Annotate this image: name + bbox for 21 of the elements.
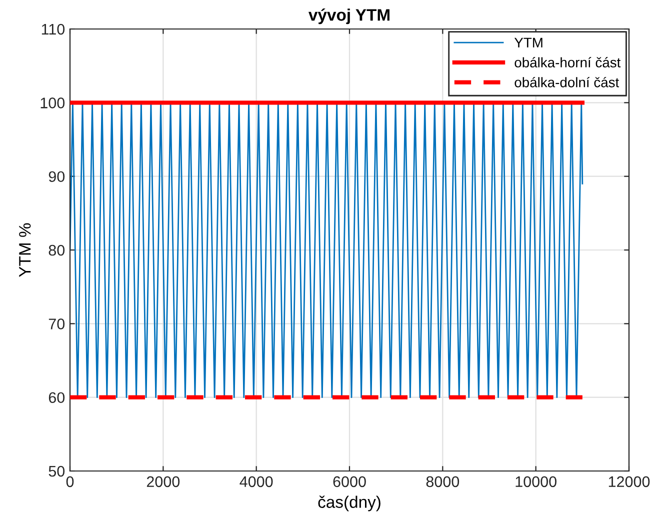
x-axis-title: čas(dny): [318, 496, 380, 512]
x-tick-label: 2000: [146, 476, 180, 488]
y-tick-label: 70: [48, 318, 65, 330]
y-tick-label: 60: [48, 392, 65, 404]
x-tick-label: 8000: [426, 476, 460, 488]
y-tick-label: 110: [42, 24, 65, 35]
y-tick-label: 100: [40, 98, 65, 108]
y-axis-title: YTM %: [19, 223, 31, 277]
y-tick-label: 90: [48, 171, 65, 182]
legend-label: YTM: [514, 38, 542, 48]
y-tick-label: 50: [48, 466, 65, 477]
x-tick-label: 6000: [333, 476, 366, 488]
x-tick-label: 0: [66, 476, 74, 488]
x-tick-label: 12000: [608, 476, 650, 488]
y-tick-label: 80: [48, 244, 65, 256]
chart-title: vývoj YTM: [308, 8, 390, 24]
line-series: [70, 102, 584, 398]
x-tick-label: 4000: [240, 476, 273, 488]
legend-label: obálka-horní část: [514, 57, 621, 68]
x-tick-label: 10000: [516, 476, 556, 488]
legend-label: obálka-dolní část: [514, 76, 620, 88]
